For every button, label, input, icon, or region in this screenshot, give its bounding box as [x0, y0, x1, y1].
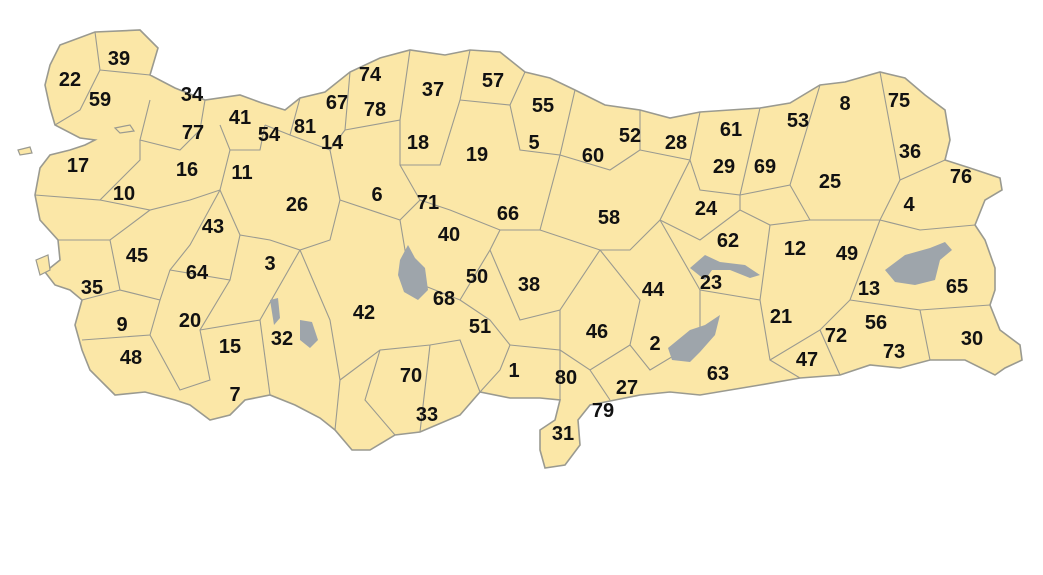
province-label-11[interactable]: 11 [231, 162, 252, 184]
province-label-50[interactable]: 50 [466, 266, 488, 288]
province-label-40[interactable]: 40 [438, 224, 460, 246]
province-label-70[interactable]: 70 [400, 365, 422, 387]
province-label-35[interactable]: 35 [81, 277, 103, 299]
province-label-71[interactable]: 71 [417, 192, 439, 214]
province-label-22[interactable]: 22 [59, 69, 81, 91]
province-label-36[interactable]: 36 [899, 141, 921, 163]
lakes [270, 242, 952, 362]
province-label-60[interactable]: 60 [582, 145, 604, 167]
lake-ataturk [668, 315, 720, 362]
province-label-81[interactable]: 81 [294, 116, 316, 138]
province-label-73[interactable]: 73 [883, 341, 905, 363]
province-label-45[interactable]: 45 [126, 245, 148, 267]
province-label-3[interactable]: 3 [264, 253, 275, 275]
province-label-52[interactable]: 52 [619, 125, 641, 147]
province-label-30[interactable]: 30 [961, 328, 983, 350]
province-label-67[interactable]: 67 [326, 92, 348, 114]
province-label-65[interactable]: 65 [946, 276, 968, 298]
province-borders [34, 31, 991, 436]
province-label-53[interactable]: 53 [787, 110, 809, 132]
province-label-27[interactable]: 27 [616, 377, 638, 399]
province-label-17[interactable]: 17 [67, 155, 89, 177]
province-label-33[interactable]: 33 [416, 404, 438, 426]
province-label-37[interactable]: 37 [422, 79, 444, 101]
lake-tuz [398, 245, 428, 300]
province-label-12[interactable]: 12 [784, 238, 806, 260]
province-label-80[interactable]: 80 [555, 367, 577, 389]
province-label-55[interactable]: 55 [532, 95, 554, 117]
country-outline [34, 29, 1023, 469]
island [35, 254, 51, 276]
province-label-48[interactable]: 48 [120, 347, 142, 369]
island [17, 146, 33, 156]
province-label-41[interactable]: 41 [229, 107, 251, 129]
province-label-13[interactable]: 13 [858, 278, 880, 300]
province-label-25[interactable]: 25 [819, 171, 841, 193]
province-label-47[interactable]: 47 [796, 349, 818, 371]
province-label-78[interactable]: 78 [364, 99, 386, 121]
lake-keban [690, 255, 760, 280]
province-label-16[interactable]: 16 [176, 159, 198, 181]
province-label-26[interactable]: 26 [286, 194, 308, 216]
province-label-72[interactable]: 72 [825, 325, 847, 347]
province-label-69[interactable]: 69 [754, 156, 776, 178]
province-label-28[interactable]: 28 [665, 132, 687, 154]
province-label-61[interactable]: 61 [720, 119, 742, 141]
province-label-43[interactable]: 43 [202, 216, 224, 238]
province-label-39[interactable]: 39 [108, 48, 130, 70]
province-label-1[interactable]: 1 [508, 360, 519, 382]
province-labels: 39 22 59 34 77 41 54 81 67 74 78 14 37 5… [59, 48, 983, 445]
lake-egirdir [270, 298, 280, 325]
province-label-77[interactable]: 77 [182, 122, 204, 144]
province-label-20[interactable]: 20 [179, 310, 201, 332]
province-label-2[interactable]: 2 [649, 333, 660, 355]
province-label-57[interactable]: 57 [482, 70, 504, 92]
province-label-75[interactable]: 75 [888, 90, 910, 112]
province-label-19[interactable]: 19 [466, 144, 488, 166]
province-label-4[interactable]: 4 [903, 194, 915, 216]
province-label-49[interactable]: 49 [836, 243, 858, 265]
island [113, 124, 136, 134]
province-label-66[interactable]: 66 [497, 203, 519, 225]
province-label-54[interactable]: 54 [258, 124, 281, 146]
province-label-9[interactable]: 9 [116, 314, 127, 336]
province-label-6[interactable]: 6 [371, 184, 382, 206]
lake-van [885, 242, 952, 285]
province-label-38[interactable]: 38 [518, 274, 540, 296]
province-label-23[interactable]: 23 [700, 272, 722, 294]
province-label-10[interactable]: 10 [113, 183, 135, 205]
province-label-58[interactable]: 58 [598, 207, 620, 229]
lake-beysehir [300, 320, 318, 348]
province-label-18[interactable]: 18 [407, 132, 429, 154]
province-label-14[interactable]: 14 [321, 132, 344, 154]
province-label-64[interactable]: 64 [186, 262, 209, 284]
province-label-5[interactable]: 5 [528, 132, 539, 154]
province-label-32[interactable]: 32 [271, 328, 293, 350]
province-label-68[interactable]: 68 [433, 288, 455, 310]
province-label-7[interactable]: 7 [229, 384, 240, 406]
province-label-8[interactable]: 8 [839, 93, 850, 115]
province-label-59[interactable]: 59 [89, 89, 111, 111]
province-label-62[interactable]: 62 [717, 230, 739, 252]
province-label-76[interactable]: 76 [950, 166, 972, 188]
province-label-79[interactable]: 79 [592, 400, 614, 422]
province-label-46[interactable]: 46 [586, 321, 608, 343]
province-label-34[interactable]: 34 [181, 84, 204, 106]
province-label-51[interactable]: 51 [469, 316, 491, 338]
province-label-15[interactable]: 15 [219, 336, 241, 358]
province-label-29[interactable]: 29 [713, 156, 735, 178]
province-label-42[interactable]: 42 [353, 302, 375, 324]
province-label-63[interactable]: 63 [707, 363, 729, 385]
province-label-31[interactable]: 31 [552, 423, 574, 445]
province-label-21[interactable]: 21 [770, 306, 792, 328]
province-label-56[interactable]: 56 [865, 312, 887, 334]
province-label-74[interactable]: 74 [359, 64, 382, 86]
province-label-44[interactable]: 44 [642, 279, 665, 301]
province-label-24[interactable]: 24 [695, 198, 718, 220]
